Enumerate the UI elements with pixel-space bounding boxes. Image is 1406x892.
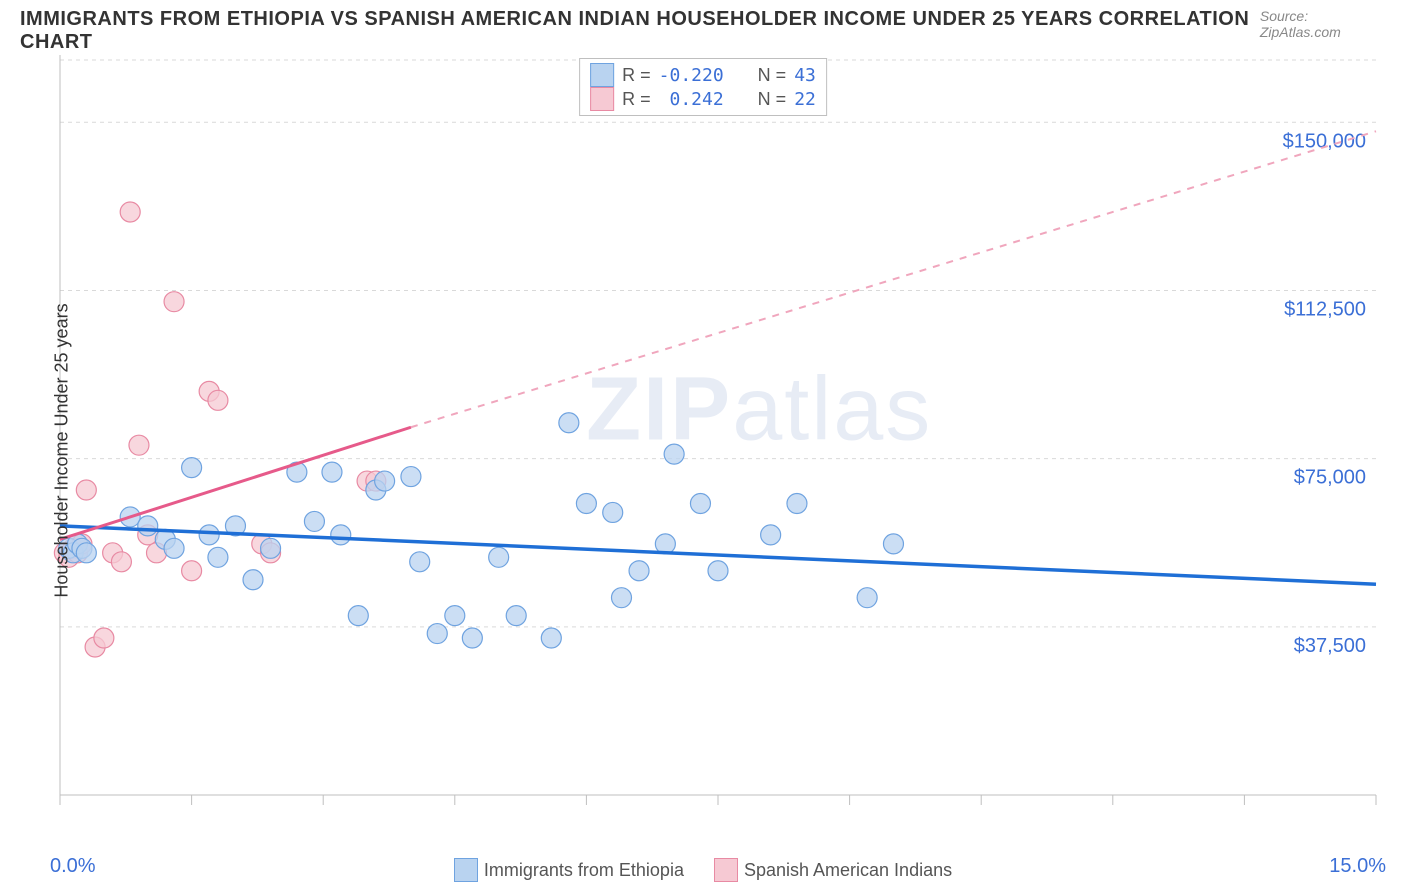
r-value: -0.220 [659, 65, 724, 86]
n-label: N = [758, 65, 787, 86]
legend-swatch [590, 87, 614, 111]
source-text: Source: ZipAtlas.com [1260, 8, 1386, 40]
correlation-legend-row: R = 0.242 N = 22 [590, 87, 816, 111]
x-axis-min: 0.0% [50, 855, 96, 878]
correlation-legend: R = -0.220 N = 43 R = 0.242 N = 22 [579, 58, 827, 116]
r-label: R = [622, 65, 651, 86]
y-axis-label: Householder Income Under 25 years [52, 303, 73, 597]
x-axis-max: 15.0% [1329, 855, 1386, 878]
n-value: 43 [794, 65, 816, 86]
n-value: 22 [794, 89, 816, 110]
svg-text:$112,500: $112,500 [1284, 298, 1366, 320]
x-axis-labels: 0.0% 15.0% [50, 855, 1386, 878]
legend-swatch [590, 63, 614, 87]
svg-text:$150,000: $150,000 [1283, 130, 1366, 152]
correlation-legend-row: R = -0.220 N = 43 [590, 63, 816, 87]
r-value: 0.242 [659, 89, 724, 110]
n-label: N = [758, 89, 787, 110]
r-label: R = [622, 89, 651, 110]
chart-area: Householder Income Under 25 years $37,50… [50, 55, 1386, 825]
scatter-chart-svg: $37,500 $75,000 $112,500 $150,000 [50, 55, 1386, 825]
svg-text:$37,500: $37,500 [1294, 635, 1366, 657]
chart-title: IMMIGRANTS FROM ETHIOPIA VS SPANISH AMER… [20, 8, 1260, 54]
svg-text:$75,000: $75,000 [1294, 467, 1366, 489]
